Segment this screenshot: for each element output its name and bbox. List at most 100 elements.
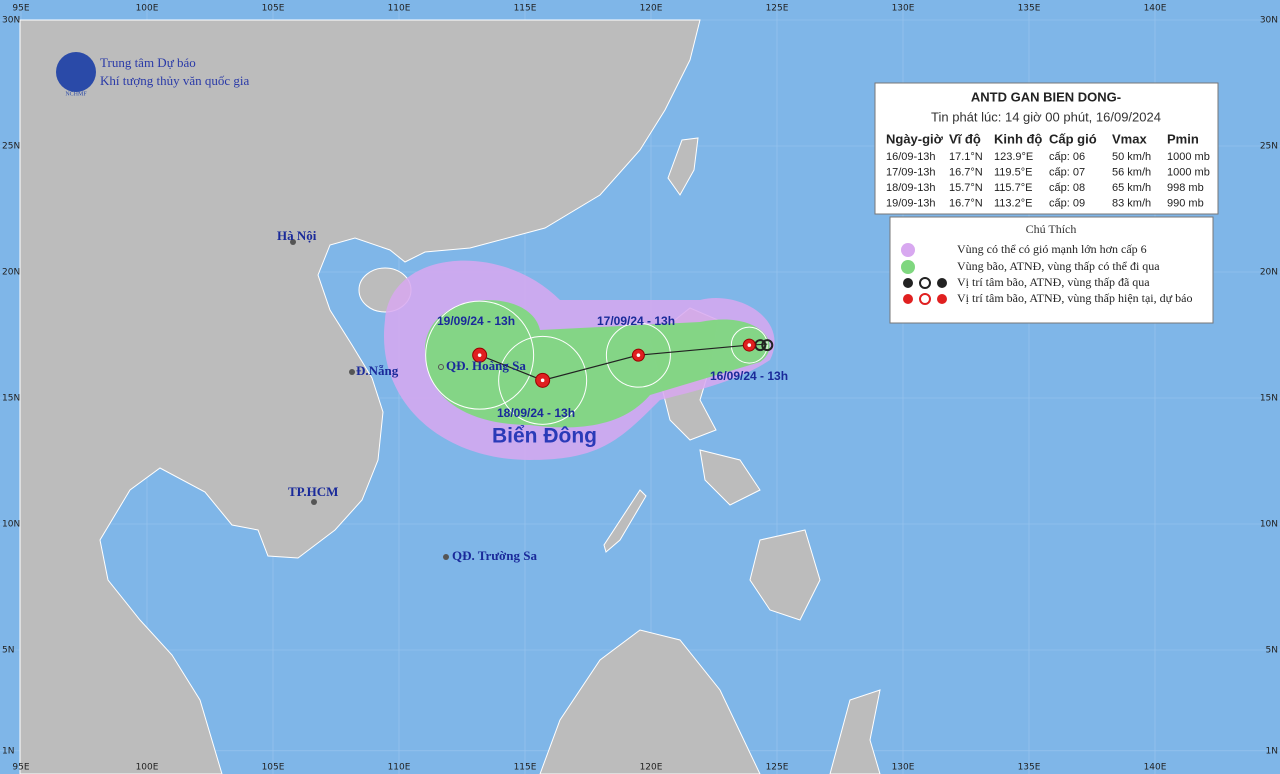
lon-label: 125E — [766, 763, 789, 773]
table-header: Pmin — [1167, 131, 1199, 146]
logo-badge: NCHMF — [65, 91, 87, 97]
city-dot — [349, 369, 355, 375]
legend: Chú Thích Vùng có thể có gió mạnh lớn hơ… — [889, 216, 1214, 324]
lat-label: 25N — [2, 142, 20, 152]
table-cell: 113.2°E — [994, 197, 1032, 209]
legend-swatch — [903, 293, 947, 305]
info-title: ANTD GAN BIEN DONG- — [971, 89, 1121, 104]
storm-eye — [540, 378, 545, 383]
lon-label: 100E — [136, 4, 159, 14]
table-cell: cấp: 09 — [1049, 197, 1085, 209]
lon-label: 95E — [12, 4, 29, 14]
track-label: 17/09/24 - 13h — [597, 314, 675, 328]
info-issued: Tin phát lúc: 14 giờ 00 phút, 16/09/2024 — [931, 109, 1161, 124]
place-label: TP.HCM — [288, 484, 338, 499]
lat-label: 20N — [1260, 268, 1278, 278]
table-cell: 16.7°N — [949, 166, 983, 178]
lon-label: 125E — [766, 4, 789, 14]
place-label: QĐ. Trường Sa — [452, 548, 537, 563]
island-dot — [443, 554, 449, 560]
track-label: 16/09/24 - 13h — [710, 369, 788, 383]
lon-label: 110E — [388, 763, 411, 773]
lat-label: 30N — [2, 16, 20, 26]
lat-label: 5N — [2, 646, 14, 656]
table-cell: 56 km/h — [1112, 166, 1151, 178]
table-cell: 50 km/h — [1112, 151, 1151, 163]
legend-label: Vị trí tâm bão, ATNĐ, vùng thấp hiện tại… — [957, 291, 1192, 305]
lon-label: 110E — [388, 4, 411, 14]
table-header: Vĩ độ — [949, 131, 981, 146]
legend-panel — [889, 216, 1214, 324]
track — [425, 300, 774, 425]
lon-label: 95E — [12, 763, 29, 773]
lon-label: 135E — [1018, 763, 1041, 773]
table-cell: 990 mb — [1167, 197, 1204, 209]
lat-label: 1N — [1266, 746, 1278, 756]
track-label: 19/09/24 - 13h — [437, 314, 515, 328]
legend-label: Vùng bão, ATNĐ, vùng thấp có thể đi qua — [957, 259, 1160, 273]
lon-label: 105E — [262, 4, 285, 14]
table-cell: 83 km/h — [1112, 197, 1151, 209]
table-cell: 19/09-13h — [886, 197, 936, 209]
table-cell: 1000 mb — [1167, 166, 1210, 178]
lon-label: 115E — [514, 763, 537, 773]
legend-swatch — [901, 243, 915, 257]
uncertainty-circle — [425, 300, 535, 410]
logo: NCHMF Trung tâm Dự báo Khí tượng thủy vă… — [56, 52, 250, 97]
lon-label: 115E — [514, 4, 537, 14]
lon-label: 105E — [262, 763, 285, 773]
place-label: QĐ. Hoàng Sa — [446, 358, 526, 373]
lon-label: 120E — [640, 4, 663, 14]
table-cell: 65 km/h — [1112, 182, 1151, 194]
info-table: Ngày-giờ Vĩ độ Kinh độ Cấp gió Vmax Pmin 16/09… — [886, 131, 1210, 209]
storm-eye — [747, 343, 752, 347]
info-panel — [874, 82, 1219, 215]
place-label: Đ.Nẵng — [356, 363, 399, 378]
lon-label: 130E — [892, 4, 915, 14]
legend-title: Chú Thích — [1026, 222, 1077, 236]
lon-label: 120E — [640, 763, 663, 773]
info-box: ANTD GAN BIEN DONG- Tin phát lúc: 14 giờ… — [874, 82, 1219, 215]
lat-label: 30N — [1260, 16, 1278, 26]
storm-eye — [477, 353, 482, 357]
table-cell: 123.9°E — [994, 151, 1033, 163]
legend-label: Vùng có thể có gió mạnh lớn hơn cấp 6 — [957, 242, 1147, 256]
land-palawan — [603, 489, 647, 553]
lon-label: 140E — [1144, 4, 1167, 14]
sea-label: Biển Đông — [492, 425, 597, 448]
table-cell: 119.5°E — [994, 166, 1032, 178]
island-dot — [438, 364, 444, 370]
table-cell: 16/09-13h — [886, 151, 936, 163]
table-cell: 16.7°N — [949, 197, 983, 209]
city-dot — [290, 239, 296, 245]
uncertainty-circle — [730, 326, 768, 364]
land-borneo — [539, 629, 761, 774]
table-cell: 115.7°E — [994, 182, 1032, 194]
land-visayas — [699, 449, 761, 506]
table-cell: 998 mb — [1167, 182, 1204, 194]
lat-label: 15N — [2, 394, 20, 404]
lat-label: 10N — [1260, 520, 1278, 530]
land-mindanao — [749, 529, 821, 621]
table-header: Kinh độ — [994, 131, 1042, 146]
table-header: Cấp gió — [1049, 131, 1097, 146]
lat-label: 1N — [2, 746, 14, 756]
legend-swatch — [901, 260, 915, 274]
place-label: Hà Nội — [277, 228, 317, 243]
city-dot — [311, 499, 317, 505]
storm-eye — [636, 353, 641, 357]
land-sulawesi — [829, 689, 881, 774]
lat-label: 10N — [2, 520, 20, 530]
logo-text: Khí tượng thủy văn quốc gia — [100, 73, 250, 88]
track-cone — [425, 300, 770, 428]
table-header: Ngày-giờ — [886, 131, 944, 146]
table-cell: 17/09-13h — [886, 166, 936, 178]
table-cell: 18/09-13h — [886, 182, 936, 194]
lon-label: 100E — [136, 763, 159, 773]
legend-label: Vị trí tâm bão, ATNĐ, vùng thấp đã qua — [957, 275, 1150, 289]
uncertainty-circle — [605, 322, 671, 388]
table-cell: 15.7°N — [949, 182, 983, 194]
lon-label: 140E — [1144, 763, 1167, 773]
logo-text: Trung tâm Dự báo — [100, 55, 196, 70]
